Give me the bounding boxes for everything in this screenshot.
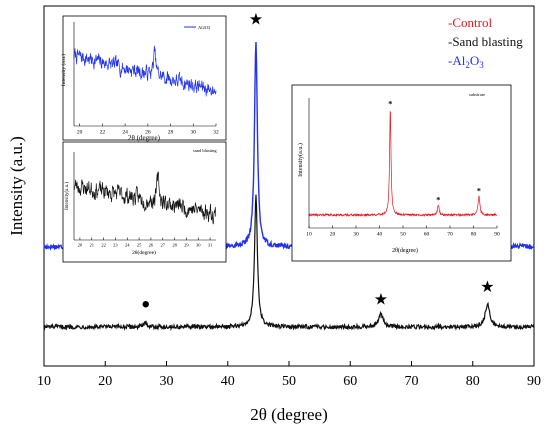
inset-x-tick-label: 70 bbox=[447, 232, 453, 238]
inset-sandblasting-legend-label: sand blasting bbox=[193, 148, 217, 153]
inset-series-line bbox=[308, 111, 498, 218]
inset-substrate-x-label: 2θ(degree) bbox=[392, 247, 418, 254]
inset-series-line bbox=[73, 171, 217, 225]
inset-x-tick-label: 32 bbox=[213, 130, 219, 136]
inset-substrate-peak-markers: * * * bbox=[388, 99, 481, 204]
inset-al2o3-x-label: 2θ (degree) bbox=[128, 134, 161, 142]
inset-sandblasting-x-label: 2θ(degree) bbox=[132, 249, 156, 256]
main-x-tick-label: 30 bbox=[160, 374, 174, 389]
inset-x-tick-label: 26 bbox=[149, 243, 154, 248]
legend-control: -Control bbox=[448, 15, 492, 30]
main-x-tick-label: 20 bbox=[98, 374, 112, 389]
main-x-axis-label: 2θ (degree) bbox=[250, 405, 328, 424]
inset-substrate-asterisk: * bbox=[436, 196, 440, 205]
star-marker: ★ bbox=[374, 291, 388, 308]
dot-marker: ● bbox=[141, 296, 150, 312]
inset-x-tick-label: 31 bbox=[208, 243, 213, 248]
inset-al2o3-frame bbox=[62, 15, 227, 141]
inset-substrate: 10 20 30 40 50 60 70 80 90 * * * substrate 2θ(degr… bbox=[291, 84, 512, 262]
inset-substrate-y-label: Intensity(a.u.) bbox=[297, 143, 304, 177]
series-line-sand-blasting bbox=[43, 194, 535, 332]
inset-x-tick-label: 30 bbox=[191, 130, 197, 136]
inset-substrate-series bbox=[308, 111, 498, 218]
inset-sandblasting-x-ticks: 20 21 22 23 24 25 26 27 28 29 30 31 bbox=[73, 152, 216, 248]
legend-sand-blasting: -Sand blasting bbox=[448, 34, 523, 49]
inset-x-tick-label: 90 bbox=[494, 232, 500, 238]
inset-al2o3: 20 22 24 26 28 30 32 Al2O3 2θ (degree) Intensi… bbox=[60, 15, 227, 142]
inset-substrate-asterisk: * bbox=[477, 187, 481, 196]
inset-x-tick-label: 30 bbox=[196, 243, 201, 248]
star-marker: ★ bbox=[480, 279, 494, 296]
main-x-tick-label: 60 bbox=[343, 374, 357, 389]
inset-x-tick-label: 24 bbox=[122, 130, 128, 136]
inset-x-tick-label: 21 bbox=[90, 243, 95, 248]
inset-substrate-legend-label: substrate bbox=[469, 92, 485, 97]
legend-al2o3-part2: O bbox=[470, 53, 479, 68]
star-marker: ★ bbox=[249, 12, 263, 29]
inset-x-tick-label: 50 bbox=[400, 232, 406, 238]
inset-substrate-frame bbox=[291, 84, 512, 262]
inset-x-tick-label: 80 bbox=[471, 232, 477, 238]
legend-al2o3: -Al2O3 bbox=[448, 53, 484, 70]
inset-substrate-x-ticks: 10 20 30 40 50 60 70 80 90 bbox=[306, 98, 500, 238]
main-x-tick-label: 40 bbox=[221, 374, 235, 389]
inset-sandblasting-y-label: Intensity(a.u.) bbox=[65, 182, 70, 210]
legend-al2o3-sub2: 3 bbox=[479, 60, 484, 70]
inset-x-tick-label: 22 bbox=[100, 130, 106, 136]
main-x-tick-label: 50 bbox=[282, 374, 296, 389]
inset-x-tick-label: 60 bbox=[424, 232, 430, 238]
inset-x-tick-label: 20 bbox=[330, 232, 336, 238]
main-x-ticks: 10 20 30 40 50 60 70 80 90 bbox=[37, 361, 541, 389]
inset-x-tick-label: 10 bbox=[306, 232, 312, 238]
inset-x-tick-label: 20 bbox=[78, 243, 83, 248]
inset-al2o3-legend-label: Al2O3 bbox=[198, 25, 211, 30]
main-x-tick-label: 10 bbox=[37, 374, 51, 389]
inset-sandblasting-series bbox=[73, 171, 217, 225]
inset-x-tick-label: 40 bbox=[377, 232, 383, 238]
inset-x-tick-label: 30 bbox=[353, 232, 359, 238]
inset-x-tick-label: 29 bbox=[184, 243, 189, 248]
main-x-tick-label: 80 bbox=[466, 374, 480, 389]
inset-substrate-asterisk: * bbox=[388, 99, 392, 108]
inset-al2o3-series bbox=[73, 45, 217, 97]
inset-al2o3-y-label: Intensity (a.u.) bbox=[60, 54, 67, 86]
inset-x-tick-label: 24 bbox=[125, 243, 130, 248]
inset-x-tick-label: 25 bbox=[137, 243, 142, 248]
inset-x-tick-label: 28 bbox=[172, 243, 177, 248]
inset-sandblasting-frame bbox=[62, 141, 227, 263]
legend-al2o3-part1: -Al bbox=[448, 53, 466, 68]
inset-x-tick-label: 20 bbox=[77, 130, 83, 136]
inset-x-tick-label: 28 bbox=[168, 130, 174, 136]
legend-al2o3-sub1: 2 bbox=[465, 60, 470, 70]
inset-sandblasting: 20 21 22 23 24 25 26 27 28 29 30 31 sand blasting 2… bbox=[62, 141, 227, 263]
inset-x-tick-label: 22 bbox=[101, 243, 106, 248]
inset-x-tick-label: 23 bbox=[113, 243, 118, 248]
inset-series-line bbox=[73, 45, 217, 97]
main-y-axis-label: Intensity (a.u.) bbox=[7, 136, 26, 236]
inset-al2o3-x-ticks: 20 22 24 26 28 30 32 bbox=[73, 22, 219, 136]
main-x-tick-label: 90 bbox=[527, 374, 541, 389]
main-x-tick-label: 70 bbox=[405, 374, 419, 389]
main-legend: -Control -Sand blasting -Al2O3 bbox=[448, 15, 523, 70]
inset-x-tick-label: 27 bbox=[161, 243, 166, 248]
inset-x-tick-label: 26 bbox=[145, 130, 151, 136]
